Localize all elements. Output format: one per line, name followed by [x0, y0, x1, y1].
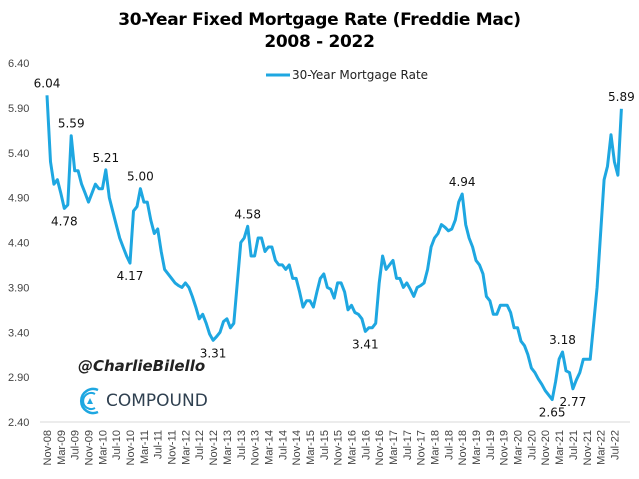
- x-tick-label: Mar-13: [222, 430, 234, 465]
- x-tick-label: Nov-13: [250, 430, 262, 465]
- x-tick-label: Mar-16: [346, 430, 358, 465]
- x-tick-label: Mar-09: [56, 430, 68, 465]
- data-label: 4.58: [234, 207, 261, 221]
- chart-subtitle: 2008 - 2022: [264, 32, 375, 52]
- x-tick-label: Nov-09: [84, 430, 96, 465]
- data-label: 2.77: [560, 395, 587, 409]
- x-tick-label: Nov-11: [167, 430, 179, 465]
- x-tick-label: Nov-20: [540, 430, 552, 465]
- y-tick-label: 5.40: [8, 148, 29, 160]
- x-tick-label: Mar-22: [596, 430, 608, 465]
- x-tick-label: Jul-14: [277, 430, 289, 460]
- x-tick-label: Jul-16: [360, 430, 372, 460]
- x-tick-label: Mar-20: [513, 430, 525, 465]
- x-tick-label: Nov-17: [416, 430, 428, 465]
- data-label: 3.18: [549, 333, 576, 347]
- watermark-handle: @CharlieBilello: [78, 357, 206, 375]
- x-tick-label: Mar-15: [305, 430, 317, 465]
- data-label: 4.17: [117, 269, 144, 283]
- data-label: 2.65: [539, 406, 566, 420]
- x-tick-label: Jul-11: [153, 430, 165, 459]
- x-tick-label: Nov-21: [582, 430, 594, 465]
- x-tick-label: Nov-19: [499, 430, 511, 465]
- x-tick-label: Mar-12: [180, 430, 192, 465]
- brand-name: COMPOUND: [106, 391, 208, 411]
- x-tick-label: Nov-18: [457, 430, 469, 465]
- data-label: 4.94: [449, 175, 476, 189]
- x-tick-label: Jul-09: [70, 430, 82, 460]
- data-label: 5.21: [92, 151, 119, 165]
- x-tick-label: Jul-12: [194, 430, 206, 460]
- y-tick-label: 4.40: [8, 238, 29, 250]
- y-tick-label: 6.40: [8, 58, 29, 70]
- data-label: 3.41: [352, 337, 379, 351]
- data-label: 5.89: [608, 90, 635, 104]
- y-tick-label: 3.90: [8, 282, 29, 294]
- data-label: 5.59: [58, 117, 85, 131]
- data-label: 3.31: [200, 346, 227, 360]
- x-tick-label: Nov-08: [42, 430, 54, 465]
- y-tick-label: 4.90: [8, 193, 29, 205]
- x-tick-label: Jul-20: [526, 430, 538, 460]
- compound-logo-icon: [80, 387, 99, 415]
- series-line: [45, 95, 623, 402]
- x-tick-label: Jul-21: [568, 430, 580, 460]
- x-tick-label: Mar-21: [554, 430, 566, 465]
- legend-label: 30-Year Mortgage Rate: [292, 68, 428, 82]
- y-tick-label: 2.90: [8, 372, 29, 384]
- x-tick-label: Jul-22: [609, 430, 621, 460]
- x-tick-label: Nov-12: [208, 430, 220, 465]
- x-tick-label: Jul-15: [319, 430, 331, 460]
- x-tick-label: Nov-10: [125, 430, 137, 465]
- x-tick-label: Nov-14: [291, 430, 303, 465]
- x-tick-label: Jul-18: [443, 430, 455, 460]
- x-tick-label: Mar-17: [388, 430, 400, 465]
- chart-title: 30-Year Fixed Mortgage Rate (Freddie Mac…: [118, 10, 521, 30]
- x-tick-label: Mar-11: [139, 430, 151, 464]
- y-tick-label: 3.40: [8, 327, 29, 339]
- x-tick-label: Jul-10: [111, 430, 123, 460]
- data-label: 4.78: [51, 214, 78, 228]
- x-tick-label: Jul-19: [485, 430, 497, 460]
- y-tick-label: 5.90: [8, 103, 29, 115]
- x-tick-label: Mar-18: [430, 430, 442, 465]
- x-tick-label: Mar-14: [263, 430, 275, 465]
- x-tick-label: Mar-19: [471, 430, 483, 465]
- watermark-brand: COMPOUND: [78, 386, 208, 416]
- x-tick-label: Nov-16: [374, 430, 386, 465]
- x-tick-label: Jul-13: [236, 430, 248, 460]
- x-tick-label: Mar-10: [97, 430, 109, 465]
- data-label: 5.00: [127, 170, 154, 184]
- x-tick-label: Nov-15: [333, 430, 345, 465]
- x-tick-label: Jul-17: [402, 430, 414, 460]
- y-tick-label: 2.40: [8, 417, 29, 429]
- data-label: 6.04: [34, 76, 61, 90]
